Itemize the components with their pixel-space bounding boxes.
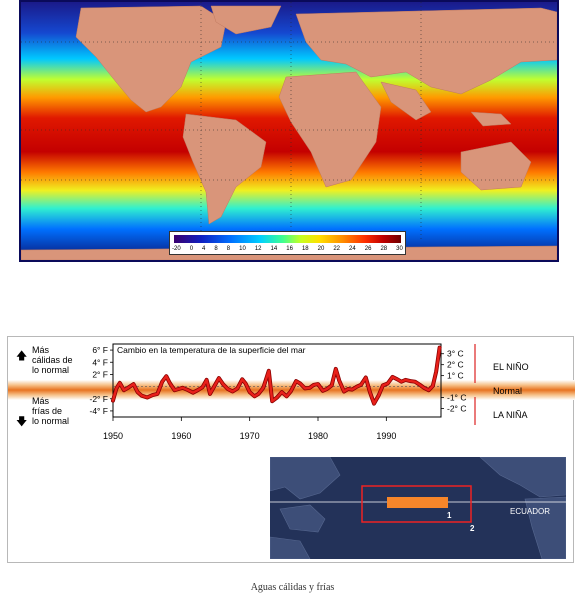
scale-tick-0: -20 <box>172 246 181 252</box>
scale-tick-8: 16 <box>286 246 293 252</box>
scale-tick-13: 26 <box>364 246 372 252</box>
chart-title: Cambio en la temperatura de la superfici… <box>117 345 306 355</box>
chart-frame <box>112 343 442 418</box>
scale-tick-14: 28 <box>380 246 388 252</box>
warmer-than-normal-label: Más cálidas de lo normal <box>32 345 73 375</box>
y-tick-f-label-4: -4° F <box>89 406 108 416</box>
x-tick-label-4: 1990 <box>376 431 396 441</box>
colder-line-1: Más <box>32 396 50 406</box>
x-tick-label-0: 1950 <box>103 431 123 441</box>
arrow-up-icon: 🡅 <box>16 350 28 362</box>
scale-tick-4: 8 <box>226 246 231 252</box>
sst-map-graphic <box>21 2 557 260</box>
warmer-line-3: lo normal <box>32 365 70 375</box>
scale-tick-3: 8 <box>214 246 218 252</box>
colder-line-3: lo normal <box>32 416 70 426</box>
scale-tick-1: 0 <box>189 246 194 252</box>
y-tick-f-label-3: -2° F <box>89 394 108 404</box>
equator-label: ECUADOR <box>509 507 550 516</box>
scale-tick-11: 22 <box>333 246 341 252</box>
y-tick-f-label-2: 2° F <box>92 369 108 379</box>
series-line <box>111 346 441 405</box>
region-box-1 <box>387 497 448 508</box>
region-box-2 <box>361 485 472 523</box>
y-tick-c-label-2: 1° C <box>447 371 464 381</box>
scale-tick-7: 14 <box>270 246 278 252</box>
scale-tick-9: 18 <box>301 246 309 252</box>
sst-change-line-chart: Cambio en la temperatura de la superfici… <box>8 343 575 441</box>
y-tick-f-label-0: 6° F <box>92 345 108 355</box>
scale-tick-2: 4 <box>202 246 206 252</box>
scale-tick-12: 24 <box>349 246 356 252</box>
x-tick-label-2: 1970 <box>240 431 260 441</box>
la-nina-label: LA NIÑA <box>493 410 528 420</box>
arrow-down-icon: 🡇 <box>16 416 28 428</box>
enso-chart-panel: Cambio en la temperatura de la superfici… <box>7 336 575 563</box>
normal-label: Normal <box>493 386 522 396</box>
pacific-map-graphic <box>270 457 566 559</box>
colder-line-2: frías de <box>32 406 63 416</box>
y-tick-c-label-4: -2° C <box>447 403 466 413</box>
sea-surface-temperature-map: -20 0 4 8 8 10 12 14 16 18 20 22 24 26 28 30 <box>19 0 559 262</box>
el-nino-label: EL NIÑO <box>493 362 529 372</box>
scale-ticks: -20 0 4 8 8 10 12 14 16 18 20 22 24 26 28 30 <box>172 244 403 254</box>
scale-gradient <box>174 235 401 243</box>
scale-tick-6: 12 <box>254 246 262 252</box>
y-tick-f-label-1: 4° F <box>92 357 108 367</box>
pacific-ocean-map: ECUADOR 1 2 <box>270 457 566 559</box>
scale-tick-15: 30 <box>396 246 403 252</box>
region-1-label: 1 <box>447 511 452 520</box>
temperature-color-scale: -20 0 4 8 8 10 12 14 16 18 20 22 24 26 28 30 <box>169 231 406 255</box>
y-tick-c-label-3: -1° C <box>447 393 466 403</box>
y-tick-c-label-0: 3° C <box>447 349 464 359</box>
x-tick-label-1: 1960 <box>171 431 191 441</box>
scale-tick-5: 10 <box>239 246 246 252</box>
warmer-line-2: cálidas de <box>32 355 73 365</box>
region-2-label: 2 <box>470 524 475 533</box>
y-tick-c-label-1: 2° C <box>447 360 464 370</box>
colder-than-normal-label: Más frías de lo normal <box>32 396 69 426</box>
x-tick-label-3: 1980 <box>308 431 328 441</box>
warmer-line-1: Más <box>32 345 50 355</box>
figure-caption: Aguas cálidas y frías <box>250 582 335 593</box>
scale-tick-10: 20 <box>317 246 325 252</box>
